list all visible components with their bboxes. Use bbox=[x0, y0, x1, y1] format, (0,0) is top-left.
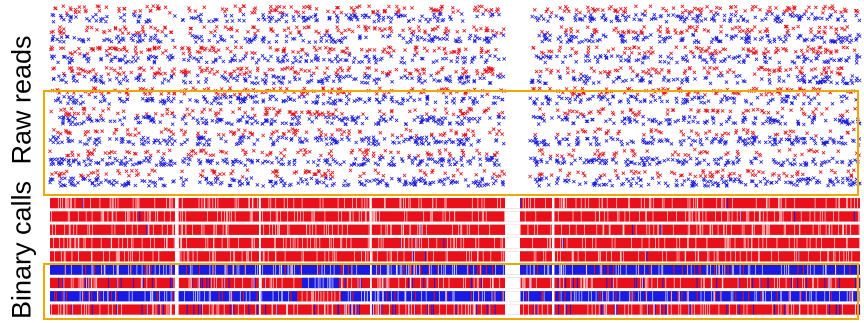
raw-reads-panel bbox=[48, 4, 862, 190]
binary-track bbox=[50, 198, 860, 209]
raw-marks-a bbox=[48, 147, 861, 159]
raw-marks-a bbox=[49, 106, 857, 118]
raw-track bbox=[49, 106, 862, 128]
raw-marks-b bbox=[48, 135, 862, 147]
raw-marks-a bbox=[49, 45, 857, 56]
binary-bar bbox=[50, 291, 860, 302]
raw-track bbox=[48, 147, 861, 169]
binary-calls-panel bbox=[50, 198, 861, 315]
raw-track bbox=[50, 86, 860, 108]
raw-marks-b bbox=[49, 53, 862, 65]
raw-marks-a bbox=[52, 127, 856, 138]
binary-track bbox=[50, 251, 860, 262]
binary-track bbox=[50, 264, 860, 275]
binary-track bbox=[50, 237, 860, 249]
raw-marks-b bbox=[50, 32, 862, 45]
binary-track bbox=[50, 224, 860, 235]
raw-marks-a bbox=[51, 65, 844, 77]
binary-bar bbox=[50, 264, 860, 275]
binary-track bbox=[50, 211, 860, 222]
raw-marks-b bbox=[57, 114, 862, 127]
raw-marks-a bbox=[49, 24, 850, 36]
binary-bar bbox=[50, 224, 860, 235]
raw-track bbox=[48, 127, 862, 149]
raw-marks-b bbox=[48, 155, 860, 168]
binary-bar bbox=[50, 237, 860, 249]
raw-track bbox=[50, 4, 862, 26]
raw-track bbox=[49, 24, 862, 46]
raw-reads-highlight-box bbox=[43, 90, 859, 196]
binary-bar bbox=[50, 251, 860, 262]
binary-calls-highlight-box bbox=[43, 263, 859, 320]
binary-track bbox=[50, 291, 861, 302]
raw-marks-a bbox=[53, 4, 860, 15]
raw-track bbox=[50, 65, 862, 87]
raw-marks-b bbox=[50, 12, 862, 24]
binary-bar bbox=[50, 277, 860, 289]
raw-marks-b bbox=[48, 176, 862, 188]
raw-marks-a bbox=[50, 168, 856, 179]
binary-track bbox=[50, 304, 861, 315]
binary-bar bbox=[50, 198, 860, 209]
raw-track bbox=[48, 168, 862, 190]
raw-marks-b bbox=[51, 73, 862, 86]
binary-track bbox=[50, 277, 861, 289]
binary-bar bbox=[50, 304, 860, 315]
raw-marks-b bbox=[53, 94, 858, 106]
raw-track bbox=[49, 45, 862, 67]
